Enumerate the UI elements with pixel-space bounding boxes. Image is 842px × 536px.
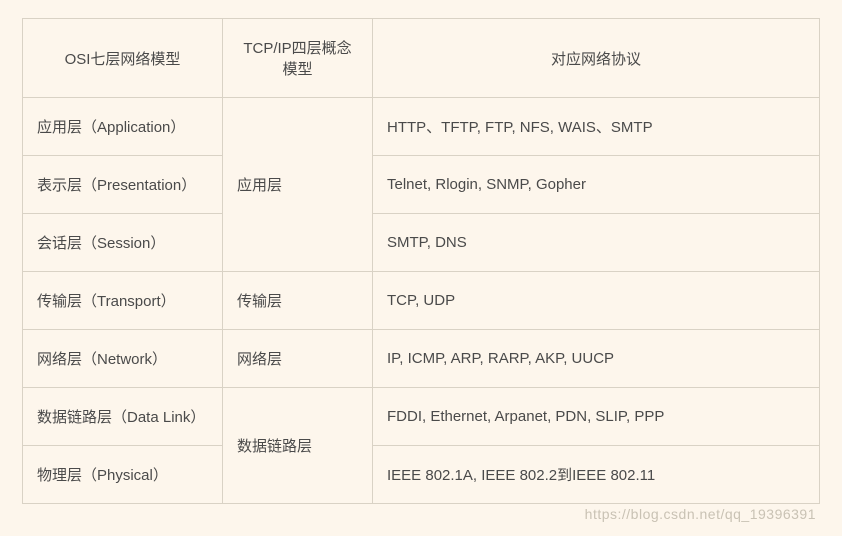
network-model-table-container: OSI七层网络模型 TCP/IP四层概念模型 对应网络协议 应用层（Applic… xyxy=(0,0,842,522)
cell-proto-network: IP, ICMP, ARP, RARP, AKP, UUCP xyxy=(373,330,820,388)
cell-proto-physical: IEEE 802.1A, IEEE 802.2到IEEE 802.11 xyxy=(373,446,820,504)
cell-proto-transport: TCP, UDP xyxy=(373,272,820,330)
cell-osi-presentation: 表示层（Presentation） xyxy=(23,156,223,214)
cell-proto-presentation: Telnet, Rlogin, SNMP, Gopher xyxy=(373,156,820,214)
table-row: 数据链路层（Data Link） 数据链路层 FDDI, Ethernet, A… xyxy=(23,388,820,446)
table-row: 表示层（Presentation） Telnet, Rlogin, SNMP, … xyxy=(23,156,820,214)
table-row: 网络层（Network） 网络层 IP, ICMP, ARP, RARP, AK… xyxy=(23,330,820,388)
cell-osi-datalink: 数据链路层（Data Link） xyxy=(23,388,223,446)
cell-osi-session: 会话层（Session） xyxy=(23,214,223,272)
col-header-tcpip: TCP/IP四层概念模型 xyxy=(223,19,373,98)
table-header-row: OSI七层网络模型 TCP/IP四层概念模型 对应网络协议 xyxy=(23,19,820,98)
cell-tcpip-application: 应用层 xyxy=(223,98,373,272)
cell-proto-datalink: FDDI, Ethernet, Arpanet, PDN, SLIP, PPP xyxy=(373,388,820,446)
cell-osi-physical: 物理层（Physical） xyxy=(23,446,223,504)
table-body: 应用层（Application） 应用层 HTTP、TFTP, FTP, NFS… xyxy=(23,98,820,504)
cell-tcpip-datalink: 数据链路层 xyxy=(223,388,373,504)
col-header-proto: 对应网络协议 xyxy=(373,19,820,98)
cell-tcpip-network: 网络层 xyxy=(223,330,373,388)
table-row: 会话层（Session） SMTP, DNS xyxy=(23,214,820,272)
cell-tcpip-transport: 传输层 xyxy=(223,272,373,330)
table-header: OSI七层网络模型 TCP/IP四层概念模型 对应网络协议 xyxy=(23,19,820,98)
table-row: 物理层（Physical） IEEE 802.1A, IEEE 802.2到IE… xyxy=(23,446,820,504)
table-row: 应用层（Application） 应用层 HTTP、TFTP, FTP, NFS… xyxy=(23,98,820,156)
col-header-osi: OSI七层网络模型 xyxy=(23,19,223,98)
cell-proto-application: HTTP、TFTP, FTP, NFS, WAIS、SMTP xyxy=(373,98,820,156)
network-model-table: OSI七层网络模型 TCP/IP四层概念模型 对应网络协议 应用层（Applic… xyxy=(22,18,820,504)
cell-osi-application: 应用层（Application） xyxy=(23,98,223,156)
cell-proto-session: SMTP, DNS xyxy=(373,214,820,272)
table-row: 传输层（Transport） 传输层 TCP, UDP xyxy=(23,272,820,330)
cell-osi-transport: 传输层（Transport） xyxy=(23,272,223,330)
cell-osi-network: 网络层（Network） xyxy=(23,330,223,388)
watermark-text: https://blog.csdn.net/qq_19396391 xyxy=(585,506,816,522)
